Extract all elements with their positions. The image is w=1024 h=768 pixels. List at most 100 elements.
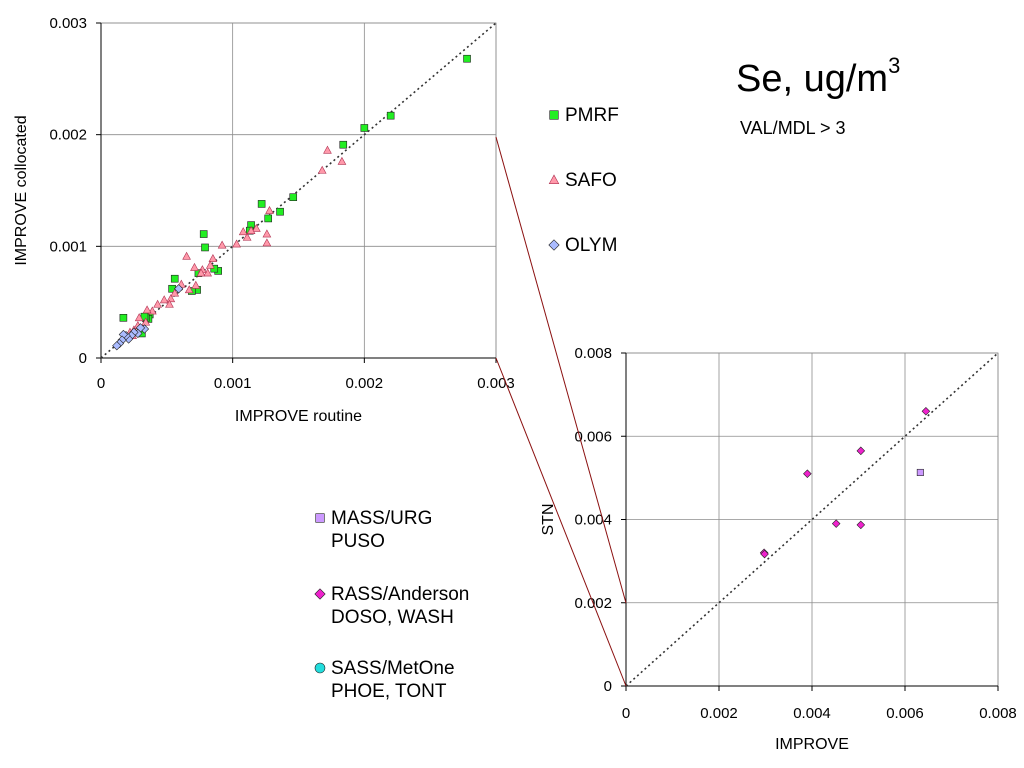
chart-title: Se, ug/m3: [736, 53, 900, 101]
legend-marker-shape: [549, 110, 559, 120]
data-point: [190, 262, 199, 271]
data-point: [262, 229, 272, 238]
data-point: [201, 243, 209, 252]
data-point: [208, 253, 218, 262]
data-point: [265, 205, 274, 214]
legend-top-label: PMRF: [565, 105, 619, 126]
series-mass-urg: [916, 468, 924, 476]
zoom-connector-lower: [495, 357, 627, 687]
data-point: [153, 299, 162, 308]
data-point: [289, 193, 298, 201]
data-point: [141, 317, 151, 326]
x-tick-label: 0.008: [979, 705, 1017, 722]
title-superscript: 3: [888, 53, 901, 78]
legend-marker-square: [549, 110, 559, 120]
data-point: [119, 313, 128, 322]
legend-top-item: OLYM: [547, 234, 617, 257]
data-point: [182, 251, 191, 260]
legend-top-label: OLYM: [565, 235, 618, 256]
data-point: [856, 520, 866, 530]
legend-bottom-item: RASS/Anderson DOSO, WASH: [313, 583, 469, 629]
legend-top-item: SAFO: [547, 169, 617, 192]
data-point: [210, 264, 219, 273]
one-to-one-line: [625, 352, 999, 687]
legend-marker-circle: [314, 662, 326, 674]
legend-marker-diamond: [314, 588, 326, 600]
data-point: [856, 446, 866, 456]
data-point: [232, 239, 241, 248]
x-axis-label: IMPROVE routine: [235, 408, 362, 425]
one-to-one-line: [100, 22, 497, 359]
y-tick-label: 0: [604, 678, 612, 695]
legend-marker-triangle: [548, 174, 560, 184]
data-point: [257, 200, 266, 208]
x-axis-label: IMPROVE: [775, 736, 849, 753]
y-axis-label: STN: [540, 504, 557, 536]
y-tick-label: 0.008: [574, 345, 612, 362]
data-point: [217, 240, 227, 249]
series-olym: [112, 284, 184, 351]
x-tick-label: 0.002: [700, 705, 738, 722]
data-point: [142, 305, 152, 314]
data-point: [360, 124, 369, 132]
chart-subtitle: VAL/MDL > 3: [740, 118, 846, 138]
y-tick-label: 0.001: [49, 238, 87, 255]
data-point: [199, 230, 208, 238]
x-tick-label: 0: [97, 375, 105, 392]
data-point: [276, 207, 284, 216]
data-point: [916, 468, 924, 476]
y-axis-label: IMPROVE collocated: [13, 115, 30, 265]
data-point: [337, 156, 347, 165]
data-point: [165, 299, 174, 308]
legend-marker-shape: [315, 513, 325, 523]
data-point: [262, 238, 272, 247]
data-point: [174, 284, 184, 294]
legend-marker-shape: [548, 174, 560, 184]
data-point: [463, 54, 471, 63]
data-point: [831, 519, 841, 528]
x-tick-label: 0.002: [346, 375, 384, 392]
legend-marker-shape: [314, 662, 326, 674]
data-point: [191, 280, 201, 289]
title-main: Se, ug/m: [736, 58, 889, 100]
legend-marker-shape: [548, 239, 560, 251]
legend-top-label: SAFO: [565, 170, 617, 191]
data-point: [323, 145, 332, 154]
y-tick-label: 0.003: [49, 15, 87, 32]
y-tick-label: 0: [79, 350, 87, 367]
x-tick-label: 0.001: [214, 375, 252, 392]
data-point: [134, 313, 144, 322]
x-tick-label: 0: [622, 705, 630, 722]
data-point: [205, 260, 215, 269]
legend-marker-square: [315, 513, 325, 523]
data-point: [166, 294, 176, 303]
data-point: [921, 407, 931, 416]
data-point: [386, 111, 395, 120]
data-point: [264, 214, 273, 223]
x-tick-label: 0.006: [886, 705, 924, 722]
data-point: [112, 341, 122, 351]
series-rass-anderson: [759, 407, 931, 559]
data-point: [317, 165, 327, 174]
y-tick-label: 0.004: [574, 512, 612, 529]
legend-top-item: PMRF: [547, 104, 619, 127]
x-tick-label: 0.004: [793, 705, 831, 722]
data-point: [184, 285, 194, 294]
data-point: [803, 469, 812, 478]
data-point: [760, 549, 769, 559]
scatter-chart-1: 00 0.001 0.001 0.002 0.002 0.003 0.003 IMPROVE …: [13, 15, 515, 425]
zoom-connector-upper: [495, 136, 627, 604]
data-point: [252, 223, 261, 232]
data-point: [339, 140, 348, 149]
data-point: [242, 232, 252, 241]
legend-marker-shape: [314, 588, 326, 600]
data-point: [246, 226, 256, 234]
data-point: [238, 227, 248, 236]
data-point: [170, 288, 180, 297]
legend-marker-diamond: [548, 239, 560, 251]
x-tick-label: 0.003: [477, 375, 515, 392]
data-point: [196, 268, 206, 277]
data-point: [170, 274, 179, 283]
data-point: [159, 295, 169, 304]
legend-bottom-label: RASS/Anderson DOSO, WASH: [331, 584, 470, 628]
